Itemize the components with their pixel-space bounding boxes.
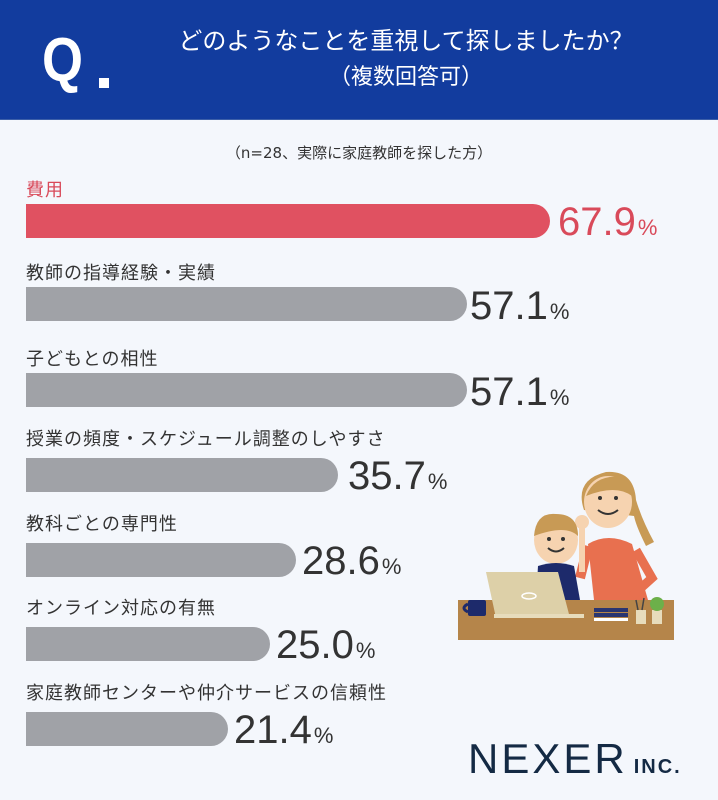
bar-value: 21.4% [234,708,334,752]
question-header: Q どのようなことを重視して探しましたか？ （複数回答可） [0,0,718,120]
bar-value: 67.9% [558,200,658,244]
bar [26,373,467,407]
bar-value: 25.0% [276,623,376,667]
bar-value: 57.1% [470,284,570,328]
question-subtitle: （複数回答可） [328,65,483,90]
bar-value: 28.6% [302,539,402,583]
nexer-logo: NEXER INC. [468,735,682,782]
bar [26,627,270,661]
bar-label: 教科ごとの専門性 [26,514,178,535]
bar-label: 費用 [26,180,64,201]
q-dot [99,78,109,88]
bar-value: 35.7% [348,454,448,498]
bar-label: 授業の頻度・スケジュール調整のしやすさ [26,429,386,450]
bar-label: 子どもとの相性 [26,349,159,370]
bar [26,458,338,492]
bar [26,712,228,746]
bar-label: 教師の指導経験・実績 [26,263,216,284]
bar-label: 家庭教師センターや仲介サービスの信頼性 [26,683,387,704]
bar-label: オンライン対応の有無 [26,598,216,619]
q-mark: Q [42,26,83,95]
question-title: どのようなことを重視して探しましたか？ [178,27,634,55]
bar [26,543,296,577]
bar-value: 57.1% [470,370,570,414]
tutor-and-child-illustration [458,471,674,640]
sample-note: （n=28、実際に家庭教師を探した方） [225,144,493,162]
bar [26,204,550,238]
bar [26,287,467,321]
